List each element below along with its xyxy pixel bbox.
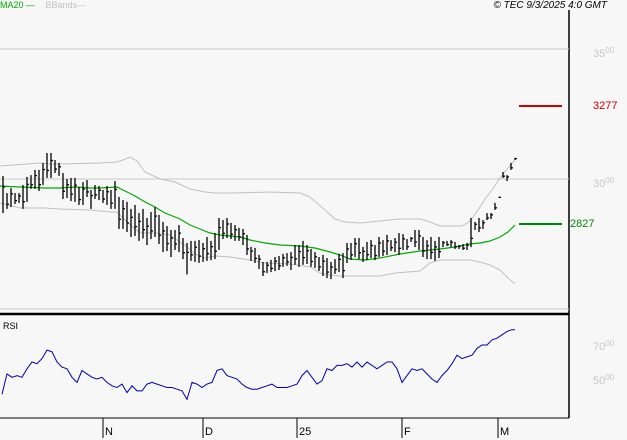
price-bars: [2, 153, 517, 280]
legend-ma20: MA20 —: [0, 0, 36, 10]
x-axis-label-2025: 25: [299, 426, 312, 438]
price-axis-label-3500: 3500: [593, 46, 615, 60]
rsi-title: RSI: [3, 321, 19, 331]
x-axis-label-mar: M: [500, 426, 510, 438]
x-axis-label-feb: F: [404, 426, 411, 438]
rsi-line: [1, 329, 515, 401]
resistance-level-label: 3277: [593, 100, 618, 112]
rsi-axis-label-50: 5000: [593, 373, 615, 387]
price-axis-label-3000: 3000: [593, 176, 615, 190]
copyright-timestamp: © TEC 9/3/2025 4:0 GMT: [493, 0, 607, 11]
bollinger-upper-band: [0, 156, 516, 227]
x-axis-label-nov: N: [105, 426, 113, 438]
legend-bbands-label: BBands: [45, 0, 78, 10]
chart-legend: MA20 — BBands—: [0, 0, 86, 12]
legend-bbands: BBands—: [45, 0, 87, 10]
ma20-line: [0, 185, 516, 261]
rsi-axis-label-70: 7000: [593, 339, 615, 353]
x-axis-ticks: [102, 418, 499, 438]
support-level-label: 2827: [570, 218, 595, 230]
bollinger-lower-band: [0, 202, 516, 285]
x-axis-label-dec: D: [205, 426, 213, 438]
legend-ma20-label: MA20: [0, 0, 24, 10]
